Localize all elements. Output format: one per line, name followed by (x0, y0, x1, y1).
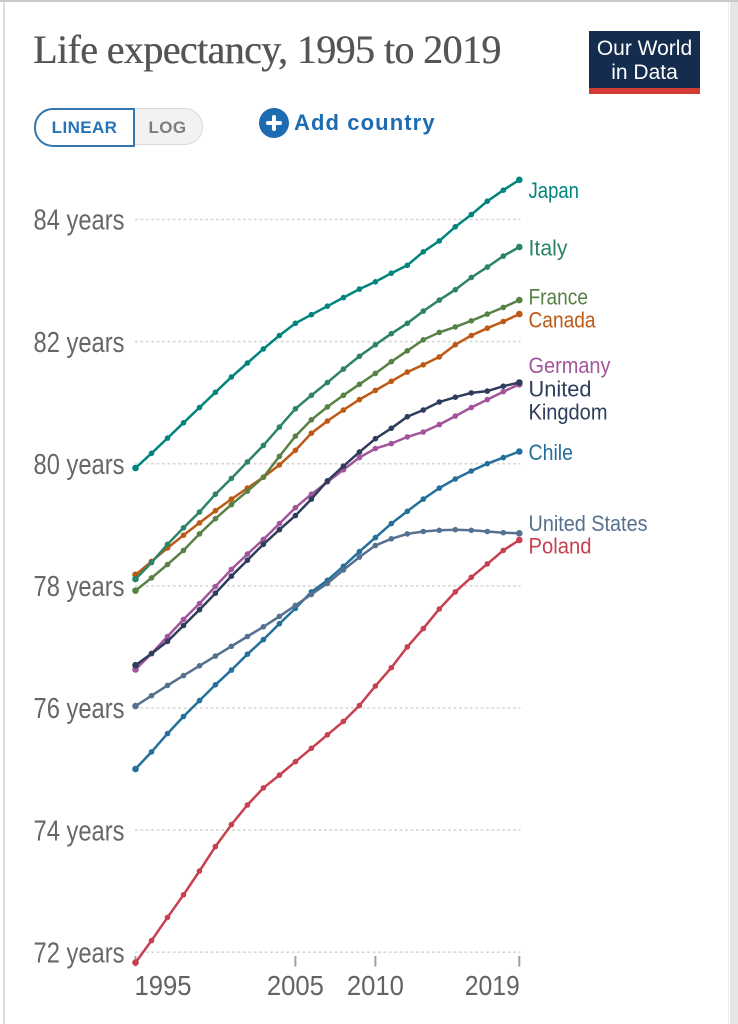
svg-text:United States: United States (529, 511, 648, 536)
svg-text:2010: 2010 (347, 970, 404, 1001)
svg-text:Chile: Chile (529, 440, 574, 465)
svg-text:76 years: 76 years (34, 693, 125, 725)
svg-text:84 years: 84 years (34, 205, 125, 237)
svg-text:78 years: 78 years (34, 571, 125, 603)
svg-text:Germany: Germany (529, 353, 611, 378)
svg-text:United: United (529, 376, 592, 401)
svg-text:1995: 1995 (135, 970, 192, 1001)
svg-text:Kingdom: Kingdom (529, 399, 608, 424)
svg-text:72 years: 72 years (34, 937, 125, 969)
svg-text:82 years: 82 years (34, 327, 125, 359)
svg-text:Italy: Italy (529, 235, 568, 260)
svg-text:Canada: Canada (529, 307, 597, 332)
svg-text:Poland: Poland (529, 533, 592, 558)
svg-text:France: France (529, 284, 589, 309)
svg-text:2019: 2019 (465, 970, 520, 1001)
svg-text:74 years: 74 years (34, 815, 125, 847)
svg-text:80 years: 80 years (34, 449, 125, 481)
svg-text:2005: 2005 (267, 970, 324, 1001)
svg-text:Japan: Japan (529, 178, 580, 203)
